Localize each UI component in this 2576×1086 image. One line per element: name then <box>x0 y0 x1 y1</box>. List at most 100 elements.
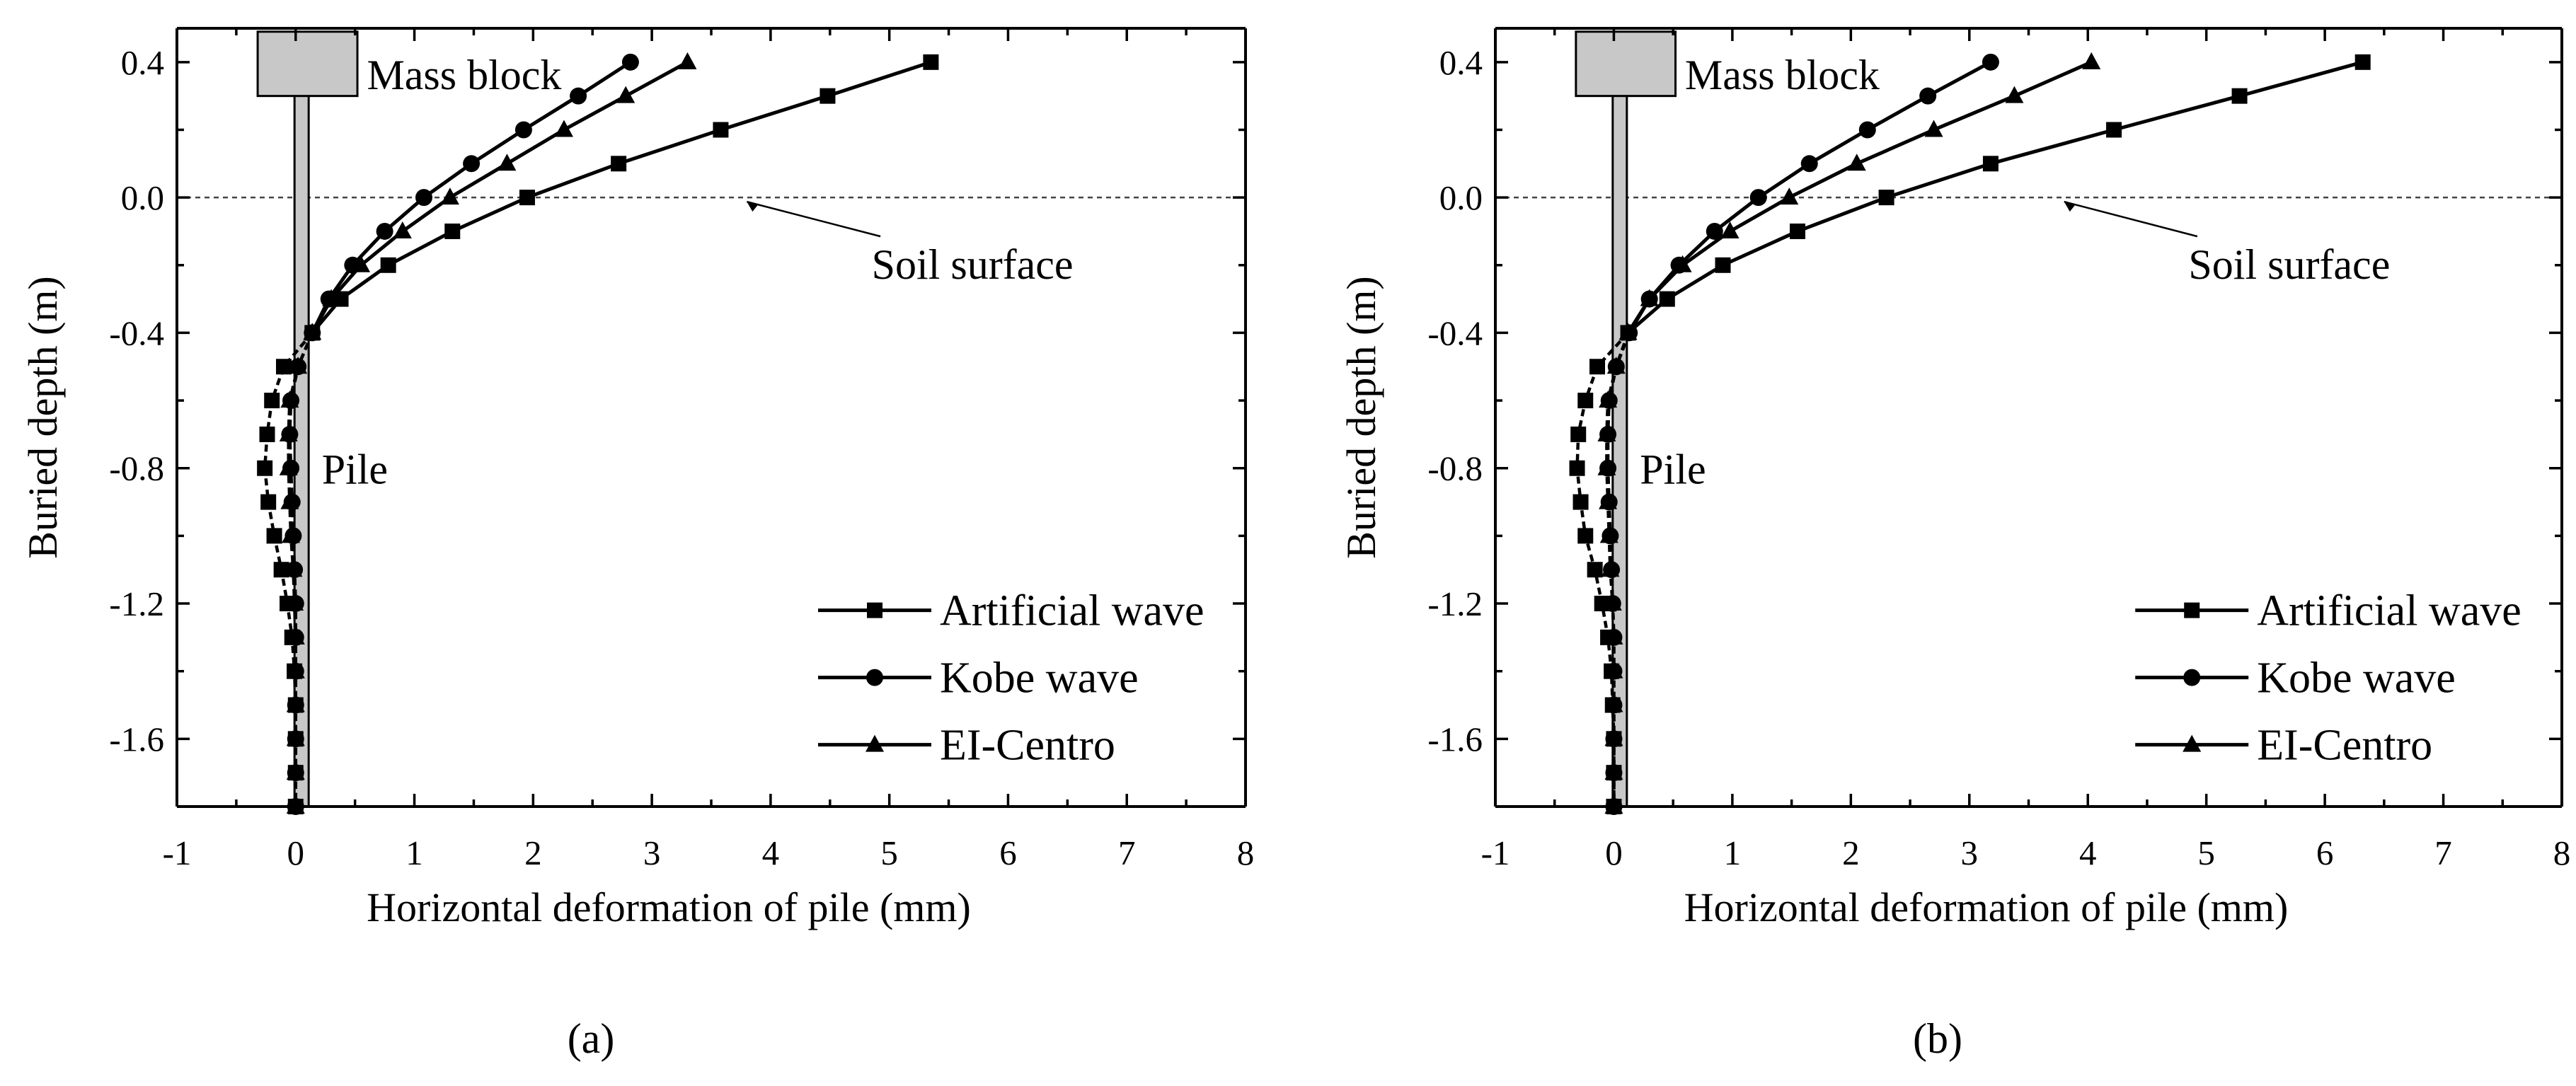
series-3 <box>279 52 697 814</box>
legend-label: Artificial wave <box>940 587 1204 635</box>
legend-marker <box>2184 602 2200 618</box>
y-tick-label: 0.4 <box>121 43 164 82</box>
data-point <box>1919 87 1937 105</box>
data-point <box>1982 156 1999 172</box>
data-point <box>1603 594 1622 611</box>
data-point <box>1749 189 1767 207</box>
data-point <box>257 460 273 476</box>
y-tick-label: -0.8 <box>109 449 164 488</box>
y-tick-label: 0.0 <box>1439 178 1483 217</box>
data-point <box>713 122 729 138</box>
x-tick-label: 2 <box>1842 833 1860 872</box>
mass-block-shape <box>256 30 359 98</box>
y-axis-title: Buried depth (m) <box>20 276 66 558</box>
arrow-head <box>2064 202 2076 212</box>
data-point <box>1569 460 1585 476</box>
x-tick-label: 6 <box>999 833 1017 872</box>
x-tick-label: 5 <box>2197 833 2215 872</box>
data-point <box>286 627 305 645</box>
x-axis-title: Horizontal deformation of pile (mm) <box>1684 884 2289 930</box>
data-point <box>1599 492 1618 509</box>
data-point <box>393 221 412 238</box>
data-point <box>284 560 303 577</box>
legend-marker <box>867 602 882 618</box>
legend-label: Kobe wave <box>2257 654 2456 703</box>
data-point <box>259 426 275 442</box>
data-point <box>1599 391 1618 408</box>
data-point <box>1570 426 1587 442</box>
data-point <box>1599 526 1618 543</box>
data-point <box>282 526 301 543</box>
soil-surface-arrow <box>2064 200 2198 238</box>
data-point <box>611 156 627 172</box>
data-point <box>1659 291 1675 307</box>
data-point <box>1847 154 1866 171</box>
soil-surface-label: Soil surface <box>872 241 1074 288</box>
x-tick-label: -1 <box>163 833 192 872</box>
y-tick-label: -1.2 <box>1427 584 1483 623</box>
data-point <box>1924 120 1943 137</box>
x-tick-label: 1 <box>406 833 423 872</box>
data-point <box>1606 357 1626 374</box>
data-point <box>1587 562 1603 578</box>
legend-marker <box>2183 669 2201 686</box>
legend-marker <box>866 669 883 686</box>
legend-marker <box>2183 734 2202 752</box>
x-tick-label: 4 <box>762 833 780 872</box>
data-point <box>616 86 636 103</box>
data-point <box>2106 122 2122 138</box>
data-point <box>820 88 836 104</box>
legend-label: Artificial wave <box>2257 587 2522 635</box>
panel-label: (a) <box>568 1015 615 1062</box>
x-tick-label: 1 <box>1724 833 1742 872</box>
series-2 <box>1599 53 1999 815</box>
data-point <box>1780 187 1799 205</box>
data-point <box>264 393 280 409</box>
data-point <box>923 54 939 70</box>
data-point <box>280 492 299 509</box>
data-point <box>303 323 322 340</box>
data-point <box>1604 763 1623 780</box>
data-point <box>1572 494 1589 510</box>
soil-surface-arrow <box>747 200 881 238</box>
data-point <box>415 189 432 207</box>
data-point <box>570 87 587 105</box>
data-point <box>273 562 289 578</box>
data-point <box>1789 223 1805 239</box>
y-tick-label: 0.0 <box>121 178 164 217</box>
data-point <box>1800 155 1818 173</box>
data-point <box>1604 661 1623 678</box>
x-tick-label: 3 <box>1961 833 1979 872</box>
data-point <box>1982 53 1999 71</box>
data-point <box>621 53 639 71</box>
data-point <box>1858 121 1876 139</box>
x-tick-label: 0 <box>287 833 305 872</box>
legend-item-1: Artificial wave <box>818 587 1204 635</box>
data-point <box>280 391 299 408</box>
legend-item-2: Kobe wave <box>2135 654 2456 703</box>
legend-item-3: EI-Centro <box>2135 722 2432 770</box>
data-point <box>1604 695 1623 712</box>
y-tick-label: -0.4 <box>1427 313 1483 352</box>
data-point <box>286 729 305 746</box>
x-axis-title: Horizontal deformation of pile (mm) <box>367 884 971 930</box>
x-tick-label: 3 <box>643 833 661 872</box>
x-tick-label: 2 <box>524 833 542 872</box>
data-point <box>1597 424 1616 441</box>
data-point <box>1597 458 1616 475</box>
y-tick-label: -1.2 <box>109 584 164 623</box>
legend-item-2: Kobe wave <box>818 654 1139 703</box>
data-point <box>289 357 308 374</box>
data-point <box>1604 729 1623 746</box>
data-point <box>260 494 277 510</box>
y-tick-label: -0.4 <box>109 313 164 352</box>
x-tick-label: 6 <box>2316 833 2334 872</box>
x-tick-label: 7 <box>2434 833 2452 872</box>
x-tick-label: -1 <box>1481 833 1510 872</box>
data-point <box>1577 393 1594 409</box>
data-point <box>519 190 535 206</box>
y-tick-label: -0.8 <box>1427 449 1483 488</box>
y-tick-label: 0.4 <box>1439 43 1483 82</box>
pile-label: Pile <box>322 446 388 493</box>
